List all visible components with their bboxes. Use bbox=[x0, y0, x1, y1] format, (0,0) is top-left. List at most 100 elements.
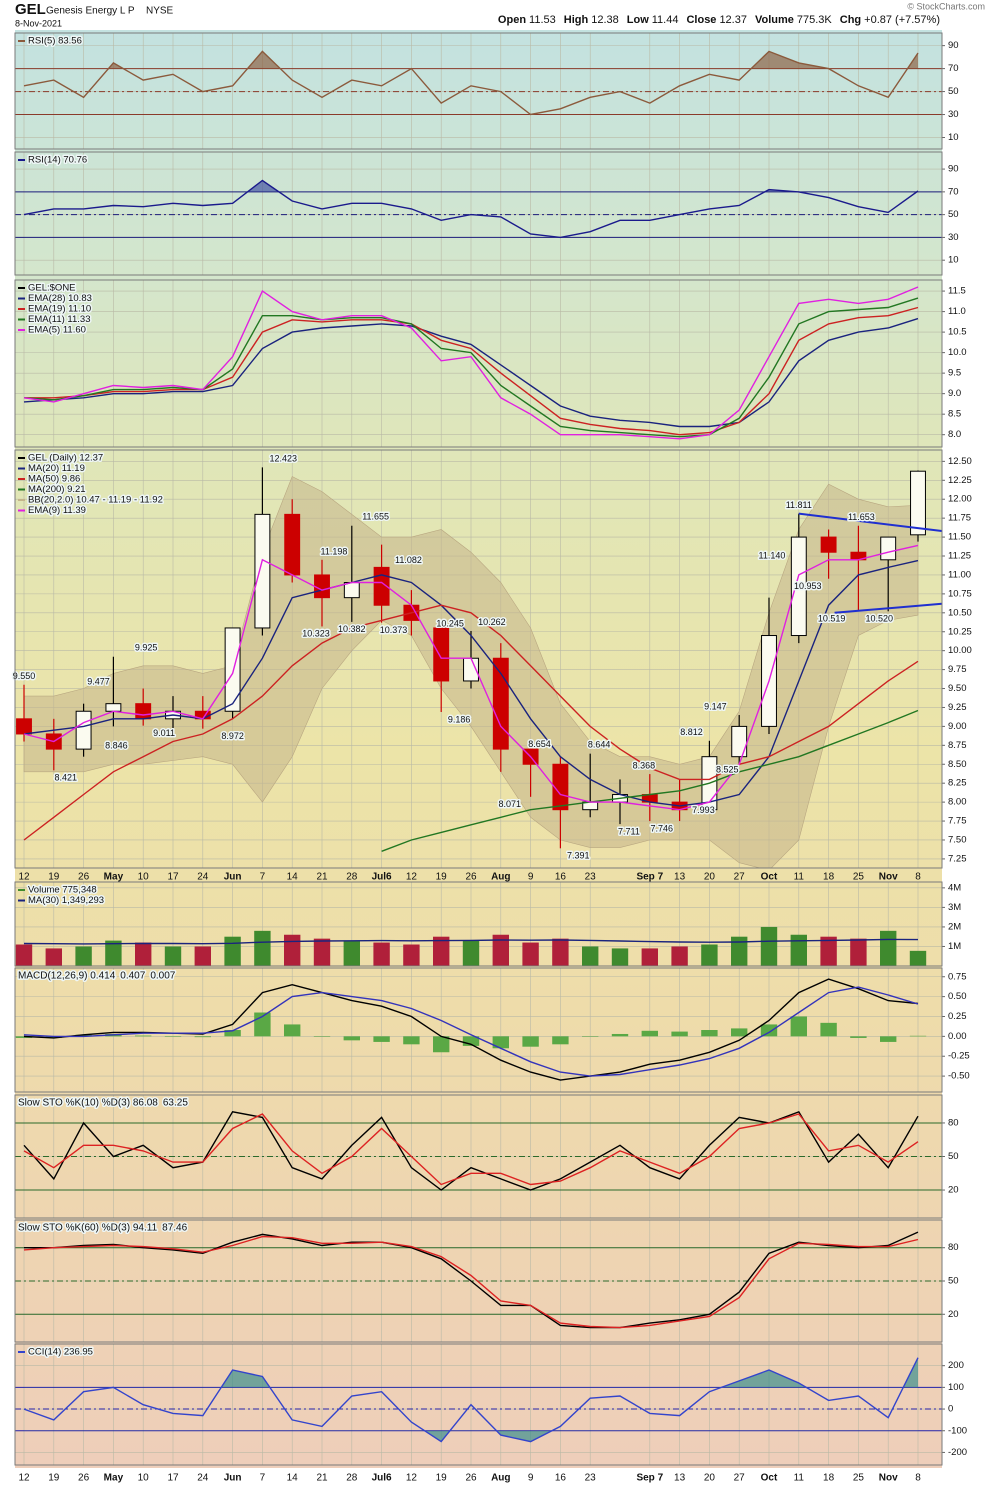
legend-label: EMA(9) 11.39 bbox=[28, 505, 86, 516]
y-tick-label: 12.50 bbox=[948, 456, 972, 467]
legend-label: 63.25 bbox=[163, 1098, 188, 1109]
series-line bbox=[23, 297, 919, 438]
y-tick-label: 8.50 bbox=[948, 759, 967, 770]
x-tick-label: 27 bbox=[734, 872, 746, 883]
bar bbox=[522, 1036, 539, 1047]
series-line bbox=[23, 1357, 919, 1443]
quote-label: Open bbox=[498, 14, 526, 26]
y-tick-label: 3M bbox=[948, 902, 961, 913]
x-tick-label: 24 bbox=[197, 1473, 209, 1484]
y-tick-label: 11.00 bbox=[948, 569, 971, 580]
bar bbox=[224, 1030, 241, 1037]
y-tick-label: 70 bbox=[948, 63, 959, 74]
bar bbox=[641, 948, 658, 966]
y-tick-label: 10.00 bbox=[948, 645, 972, 656]
price-annotation: 10.519 bbox=[818, 614, 846, 624]
bar bbox=[671, 1031, 688, 1037]
legend-label: GEL (Daily) 12.37 bbox=[28, 453, 103, 464]
y-tick-label: 90 bbox=[948, 40, 959, 51]
y-tick-label: 8.25 bbox=[948, 778, 967, 789]
panel-frame bbox=[14, 1219, 943, 1343]
price-annotation: 9.186 bbox=[448, 715, 471, 725]
x-tick-label: Sep 7 bbox=[636, 872, 663, 883]
bar bbox=[909, 950, 927, 966]
x-tick-label: 19 bbox=[48, 1473, 60, 1484]
candle-body bbox=[492, 657, 509, 750]
x-tick-label: 25 bbox=[853, 1473, 865, 1484]
price-annotation: 9.147 bbox=[704, 702, 727, 712]
y-tick-label: 10.75 bbox=[948, 588, 972, 599]
candle-body bbox=[552, 763, 569, 811]
price-annotation: 10.262 bbox=[478, 617, 506, 627]
bar bbox=[433, 936, 450, 966]
series-line bbox=[23, 544, 919, 811]
bar bbox=[880, 1036, 897, 1042]
bar bbox=[343, 1036, 360, 1041]
candle-body bbox=[105, 703, 122, 712]
bar bbox=[552, 938, 569, 966]
x-tick-label: Oct bbox=[761, 872, 778, 883]
price-annotation: 11.082 bbox=[395, 555, 422, 565]
bar bbox=[194, 946, 211, 966]
trendline bbox=[834, 602, 942, 614]
y-tick-label: 11.50 bbox=[948, 532, 971, 543]
price-annotation: 9.477 bbox=[87, 677, 110, 687]
x-tick-label: 10 bbox=[138, 872, 150, 883]
series-line bbox=[23, 179, 919, 239]
bar bbox=[224, 936, 241, 966]
candle-body bbox=[731, 725, 748, 758]
bar bbox=[760, 926, 778, 966]
price-annotation: 10.373 bbox=[380, 625, 408, 635]
bar bbox=[75, 1034, 92, 1037]
x-tick-label: 18 bbox=[823, 872, 835, 883]
bar bbox=[462, 940, 480, 966]
x-tick-label: 12 bbox=[18, 872, 30, 883]
y-tick-label: 0.00 bbox=[948, 1031, 967, 1042]
bar bbox=[671, 946, 688, 966]
x-tick-label: 26 bbox=[465, 1473, 477, 1484]
candle-body bbox=[880, 536, 897, 561]
x-tick-label: 21 bbox=[316, 872, 328, 883]
legend-label: EMA(28) 10.83 bbox=[28, 293, 92, 304]
y-tick-label: 30 bbox=[948, 109, 959, 120]
x-tick-label: 23 bbox=[585, 872, 597, 883]
x-tick-label: May bbox=[104, 1473, 124, 1484]
bar bbox=[284, 1024, 301, 1037]
x-tick-label: Jul6 bbox=[372, 872, 392, 883]
bar bbox=[820, 1022, 837, 1037]
legend-label: MA(30) 1,349,293 bbox=[28, 895, 104, 906]
x-tick-label: 20 bbox=[704, 872, 716, 883]
panel-frame bbox=[14, 967, 943, 1093]
bar bbox=[373, 942, 390, 966]
panel-frame bbox=[14, 881, 943, 967]
y-tick-label: 0 bbox=[948, 1404, 953, 1415]
legend-label: BB(20,2.0) 10.47 - 11.19 - 11.92 bbox=[28, 495, 163, 506]
price-annotation: 11.655 bbox=[362, 512, 389, 522]
x-tick-label: 7 bbox=[260, 1473, 266, 1484]
x-tick-label: 23 bbox=[585, 1473, 597, 1484]
price-annotation: 7.711 bbox=[618, 826, 640, 836]
candle-body bbox=[254, 513, 271, 629]
series-line bbox=[381, 709, 919, 852]
price-annotation: 8.972 bbox=[221, 731, 244, 741]
y-tick-label: 7.50 bbox=[948, 834, 967, 845]
x-tick-label: 16 bbox=[555, 1473, 567, 1484]
y-tick-label: 10.25 bbox=[948, 626, 972, 637]
y-tick-label: 7.75 bbox=[948, 816, 967, 827]
legend-label: MACD(12,26,9) 0.414 bbox=[18, 971, 116, 982]
y-tick-label: 80 bbox=[948, 1117, 959, 1128]
panel-frame bbox=[14, 449, 943, 869]
y-tick-label: 7.25 bbox=[948, 853, 967, 864]
y-tick-label: 9.5 bbox=[948, 368, 961, 379]
y-tick-label: 9.50 bbox=[948, 683, 967, 694]
y-tick-label: 9.75 bbox=[948, 664, 967, 675]
y-tick-label: 9.0 bbox=[948, 388, 961, 399]
bar bbox=[462, 1036, 480, 1046]
x-tick-label: 16 bbox=[555, 872, 567, 883]
series-line bbox=[23, 986, 919, 1077]
bar bbox=[45, 948, 62, 966]
price-annotation: 7.993 bbox=[692, 805, 715, 815]
x-tick-label: 9 bbox=[528, 872, 534, 883]
legend-label: Volume 775,348 bbox=[28, 885, 97, 896]
